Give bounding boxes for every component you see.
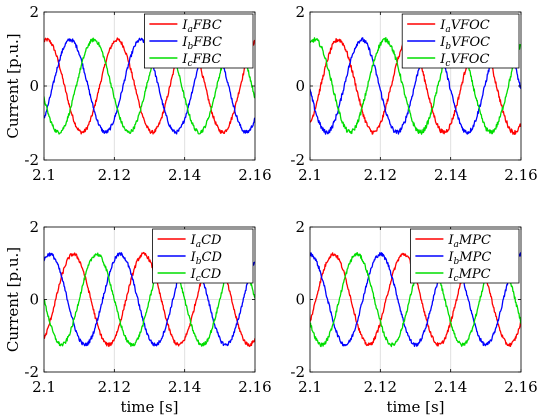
series-line-I_aFBC (44, 37, 255, 135)
y-tick-label: 0 (29, 77, 39, 95)
y-tick-label: 2 (295, 218, 305, 236)
series-line-I_cVFOC (310, 37, 521, 135)
x-tick-label: 2.14 (434, 166, 467, 184)
y-tick-label: -2 (290, 363, 305, 381)
y-tick-label: -2 (290, 151, 305, 169)
x-tick-label: 2.12 (98, 166, 131, 184)
x-tick-label: 2.16 (504, 166, 537, 184)
x-tick-label: 2.14 (434, 378, 467, 396)
x-axis-label: time [s] (120, 398, 178, 416)
series-line-I_bVFOC (310, 37, 521, 135)
y-tick-label: 2 (295, 3, 305, 21)
series-line-I_cFBC (44, 37, 255, 135)
legend-entry: IbCD (190, 250, 223, 267)
x-tick-label: 2.16 (238, 378, 271, 396)
legend-entry: IaFBC (181, 18, 221, 35)
y-tick-label: -2 (24, 363, 39, 381)
y-axis-label: Current [p.u.] (4, 33, 22, 138)
y-tick-label: 0 (29, 291, 39, 309)
series-line-I_bCD (44, 252, 255, 347)
legend-entry: IaCD (190, 233, 222, 250)
x-tick-label: 2.16 (504, 378, 537, 396)
y-tick-label: 2 (29, 218, 39, 236)
x-tick-label: 2.1 (298, 166, 322, 184)
x-tick-label: 2.1 (32, 166, 56, 184)
x-tick-label: 2.14 (168, 166, 201, 184)
series-line-I_bMPC (310, 252, 521, 347)
subplot-4: 2.1 2.12 2.14 2.16 2 0 -2 time [s] IaMPCIbMPCIcM… (290, 218, 537, 416)
y-tick-label: 2 (29, 3, 39, 21)
legend-entry: IcCD (190, 267, 222, 284)
legend-entry: IbFBC (181, 35, 222, 52)
x-tick-label: 2.12 (98, 378, 131, 396)
x-tick-label: 2.1 (298, 378, 322, 396)
legend-entry: IbMPC (447, 250, 491, 267)
legend-entry: IaVFOC (439, 18, 490, 35)
legend-entry: IcMPC (447, 267, 490, 284)
x-tick-label: 2.14 (168, 378, 201, 396)
series-line-I_cCD (44, 252, 255, 347)
x-tick-label: 2.12 (364, 378, 397, 396)
y-axis-label: Current [p.u.] (4, 247, 22, 352)
legend-entry: IbVFOC (439, 35, 490, 52)
y-tick-label: 0 (295, 77, 305, 95)
y-tick-label: 0 (295, 291, 305, 309)
x-axis-label: time [s] (386, 398, 444, 416)
x-tick-label: 2.1 (32, 378, 56, 396)
x-tick-label: 2.16 (238, 166, 271, 184)
y-tick-label: -2 (24, 151, 39, 169)
legend-entry: IcVFOC (439, 52, 489, 69)
x-tick-label: 2.12 (364, 166, 397, 184)
legend-entry: IaMPC (447, 233, 491, 250)
legend-entry: IcFBC (181, 52, 221, 69)
